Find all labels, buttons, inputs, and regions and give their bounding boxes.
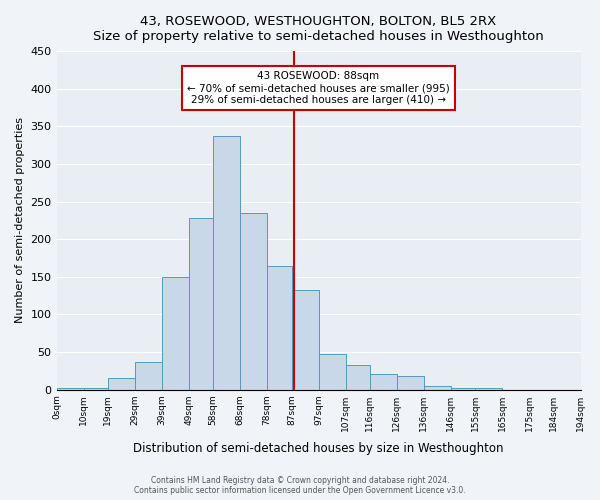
Y-axis label: Number of semi-detached properties: Number of semi-detached properties — [15, 118, 25, 324]
Bar — [135, 362, 162, 390]
Bar — [267, 266, 292, 390]
Bar — [56, 388, 83, 390]
Bar — [83, 388, 108, 390]
Bar — [162, 277, 189, 390]
Bar — [240, 213, 267, 390]
Bar — [292, 290, 319, 390]
Bar — [213, 136, 240, 390]
X-axis label: Distribution of semi-detached houses by size in Westhoughton: Distribution of semi-detached houses by … — [133, 442, 504, 455]
Bar — [451, 388, 475, 390]
Bar — [319, 354, 346, 390]
Title: 43, ROSEWOOD, WESTHOUGHTON, BOLTON, BL5 2RX
Size of property relative to semi-de: 43, ROSEWOOD, WESTHOUGHTON, BOLTON, BL5 … — [93, 15, 544, 43]
Bar — [370, 374, 397, 390]
Bar — [346, 365, 370, 390]
Bar — [475, 388, 502, 390]
Text: Contains HM Land Registry data © Crown copyright and database right 2024.
Contai: Contains HM Land Registry data © Crown c… — [134, 476, 466, 495]
Bar — [424, 386, 451, 390]
Text: 43 ROSEWOOD: 88sqm
← 70% of semi-detached houses are smaller (995)
29% of semi-d: 43 ROSEWOOD: 88sqm ← 70% of semi-detache… — [187, 72, 450, 104]
Bar — [189, 218, 213, 390]
Bar — [108, 378, 135, 390]
Bar — [397, 376, 424, 390]
